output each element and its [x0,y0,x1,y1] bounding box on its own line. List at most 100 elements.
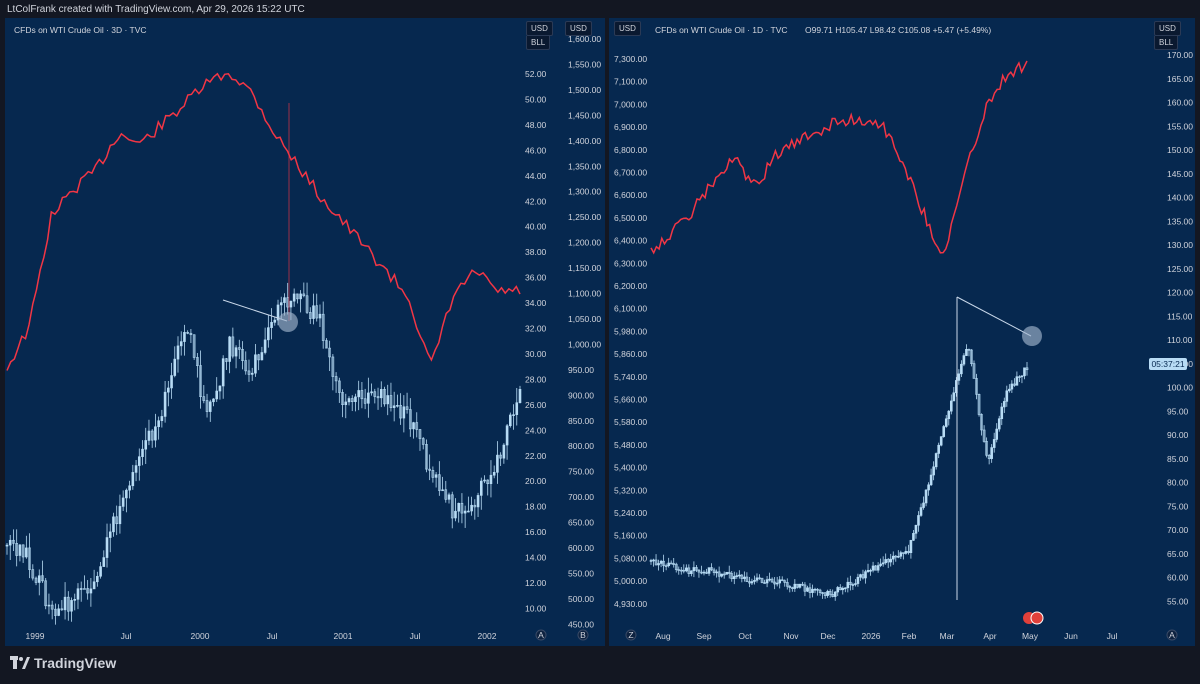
chart-pane-right[interactable]: 170.00 165.00 160.00 155.00 150.00 145.00 140.… [609,18,1195,646]
candle-body [173,358,177,376]
candle-body [325,340,328,349]
candle-body [838,587,842,591]
candle-body [392,405,396,408]
x-tick: Dec [820,631,836,641]
candle-body [765,579,769,584]
tag-usd-left-axis[interactable]: USD [614,21,641,36]
candle-body [21,544,25,558]
candle-body [831,594,834,597]
y-tick-left: 6,900.00 [614,122,647,132]
y-tick-right: 14.00 [525,553,547,563]
candle-body [299,293,302,300]
candle-body [811,588,814,593]
y-tick-left: 6,600.00 [614,190,647,200]
candle-body [980,414,983,431]
candle-body [399,405,402,419]
x-tick: 2001 [334,631,353,641]
y-tick-right: 38.00 [525,247,547,257]
y-tick-right: 75.00 [1167,501,1189,511]
candle-body [960,363,963,375]
candle-body [791,587,794,589]
candle-body [247,370,251,375]
y-tick-right: 36.00 [525,273,547,283]
y-tick-right: 95.00 [1167,406,1189,416]
y-tick-left: 1,550.00 [568,59,601,69]
candle-body [260,352,264,361]
y-tick-right: 115.00 [1167,311,1193,321]
candle-body [735,575,739,577]
x-tick: Oct [738,631,752,641]
y-tick-right: 55.00 [1167,596,1189,606]
y-tick-left: 500.00 [568,594,594,604]
candle-body [470,504,473,512]
candle-body [41,575,44,582]
y-tick-left: 6,800.00 [614,145,647,155]
candle-body [134,465,138,473]
candle-body [99,566,102,577]
y-tick-left: 1,400.00 [568,136,601,146]
candle-body [473,504,477,508]
candle-body [370,391,373,394]
candle-body [929,474,933,486]
candle-body [904,550,908,554]
candle-body [25,547,28,558]
y-tick-left: 5,740.00 [614,372,647,382]
candle-body [150,430,154,441]
y-tick-right: 34.00 [525,298,547,308]
x-tick: May [1022,631,1039,641]
y-tick-left: 400.00 [568,645,594,646]
candle-body [664,565,668,567]
candle-body [505,425,509,446]
y-tick-left: 450.00 [568,619,594,629]
candle-body [677,569,681,571]
candle-body [899,552,903,557]
candle-body [509,414,512,427]
y-tick-right: 18.00 [525,502,547,512]
tag-usd-right[interactable]: USD [526,21,553,36]
candle-body [854,583,857,585]
candle-body [864,571,867,579]
chart-right-svg[interactable]: 170.00 165.00 160.00 155.00 150.00 145.00 140.… [609,18,1195,646]
candle-body [932,466,935,476]
candle-body [738,574,741,577]
y-tick-left: 5,320.00 [614,485,647,495]
y-tick-left: 5,860.00 [614,349,647,359]
tag-usd-right-axis[interactable]: USD [1154,21,1181,36]
candle-body [425,444,428,470]
tradingview-brand: TradingView [34,655,117,671]
y-tick-left: 1,600.00 [568,34,601,44]
candle-body [276,304,280,321]
tag-usd-left[interactable]: USD [565,21,592,36]
tradingview-logo-icon [10,656,30,669]
y-tick-left: 6,200.00 [614,281,647,291]
candle-body [463,510,467,514]
chart-left-svg[interactable]: 52.00 50.00 48.00 46.00 44.00 42.00 40.00 38.00… [5,18,605,646]
tag-bll-right[interactable]: BLL [526,36,551,50]
candle-body [486,479,490,485]
candle-body [489,474,493,485]
y-tick-left: 1,250.00 [568,212,601,222]
candle-body [199,365,202,397]
x-tick: Jul [267,631,278,641]
tag-bll-right-axis[interactable]: BLL [1154,36,1179,50]
candle-body [160,416,164,422]
candle-body [987,455,991,459]
candle-body [441,489,444,492]
event-flag-icon [1030,611,1044,625]
candle-body [912,533,915,541]
candle-body [170,375,173,389]
candle-body [102,557,106,567]
y-tick-left: 1,050.00 [568,314,601,324]
candle-body [727,571,731,574]
candle-body [263,339,267,353]
candle-body [312,305,315,319]
candle-body [412,422,415,430]
candle-body [717,571,721,577]
candle-body [296,293,299,300]
y-tick-left: 5,080.00 [614,553,647,563]
candle-body [350,398,354,402]
candle-body [202,396,206,401]
x-tick: Apr [983,631,996,641]
chart-pane-left[interactable]: 52.00 50.00 48.00 46.00 44.00 42.00 40.00 38.00… [5,18,605,646]
candle-body [8,539,12,546]
